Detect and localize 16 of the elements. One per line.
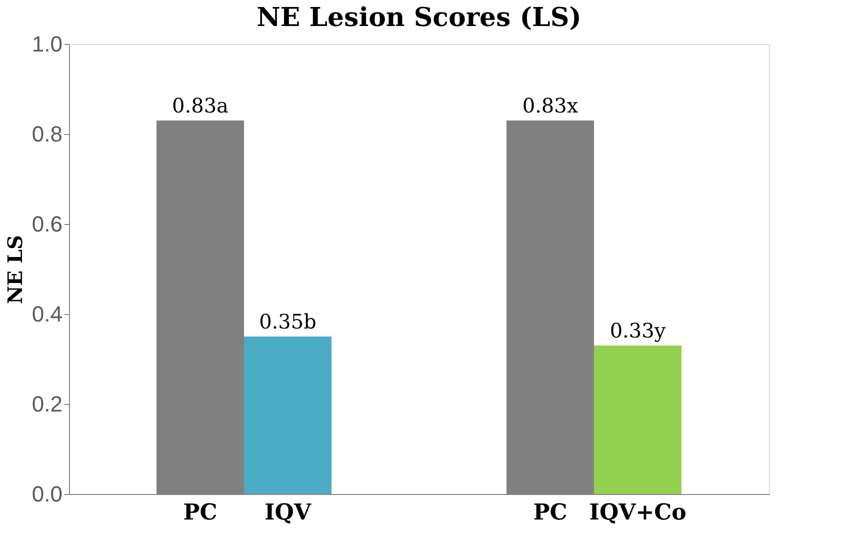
data-label: 0.33y bbox=[610, 318, 666, 342]
y-axis-title: NE LS bbox=[2, 235, 27, 304]
x-tick-label: PC bbox=[183, 500, 218, 526]
x-tick-label: PC bbox=[533, 500, 568, 526]
y-tick-label: 0.4 bbox=[32, 302, 62, 326]
data-label: 0.83x bbox=[522, 94, 579, 118]
y-tick-label: 0.2 bbox=[32, 392, 62, 416]
y-tick-label: 1.0 bbox=[32, 32, 62, 56]
y-tick-label: 0.8 bbox=[32, 122, 62, 146]
y-tick-label: 0.6 bbox=[32, 212, 62, 236]
chart-title: NE Lesion Scores (LS) bbox=[256, 3, 582, 33]
x-tick-label: IQV+Co bbox=[589, 500, 686, 526]
data-label: 0.83a bbox=[172, 94, 229, 118]
y-tick-label: 0.0 bbox=[32, 482, 62, 506]
data-label: 0.35b bbox=[259, 310, 316, 334]
x-tick-label: IQV bbox=[264, 500, 312, 526]
